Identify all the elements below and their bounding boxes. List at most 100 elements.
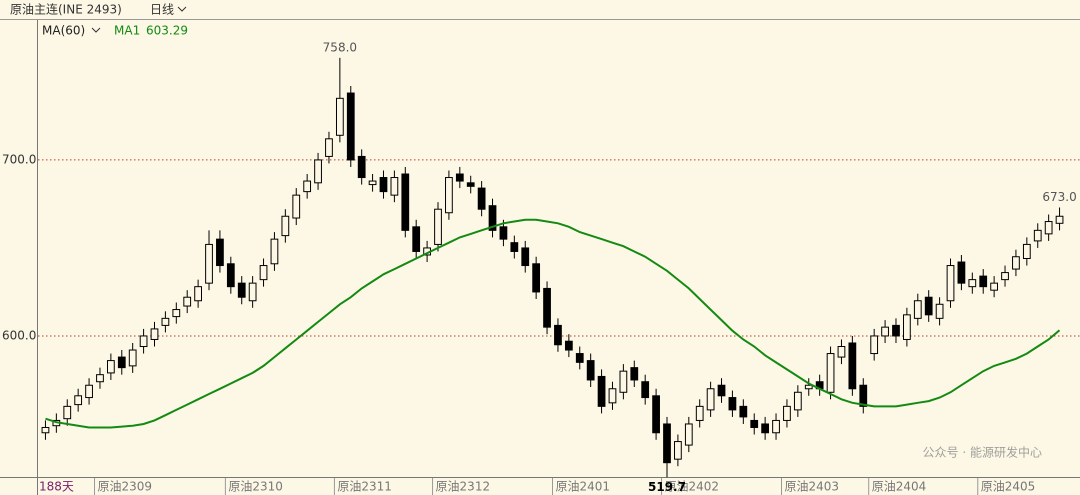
ma-value: 603.29 xyxy=(146,24,188,38)
candle-body xyxy=(695,405,704,421)
x-tick-label: 原油2311 xyxy=(337,480,392,494)
x-tick-label: 原油2401 xyxy=(556,480,611,494)
candle-body xyxy=(499,226,508,240)
candle-body xyxy=(303,180,312,193)
candle-body xyxy=(74,395,83,406)
candle-body xyxy=(510,242,519,252)
candle-body xyxy=(117,356,126,369)
x-tick-label: 原油2405 xyxy=(981,480,1036,494)
period[interactable]: 日线 xyxy=(150,3,174,17)
candle-body xyxy=(575,353,584,363)
candle-body xyxy=(455,173,464,182)
candle-body xyxy=(161,317,170,326)
candle-body xyxy=(717,384,726,397)
candle-body xyxy=(750,419,759,428)
watermark: 公众号 · 能源研发中心 xyxy=(923,445,1042,460)
x-tick-label: 原油2309 xyxy=(98,480,153,494)
title[interactable]: 原油主连(INE 2493) xyxy=(10,2,122,17)
candle-body xyxy=(259,265,268,281)
candle-body xyxy=(41,426,50,434)
candle-body xyxy=(543,287,551,328)
indicator-caret xyxy=(91,27,101,33)
candle-body xyxy=(804,384,813,390)
ma-name: MA1 xyxy=(114,24,140,38)
x-tick-label: 原油2403 xyxy=(784,480,839,494)
candle-body xyxy=(172,309,181,318)
candle-body xyxy=(1033,229,1042,242)
candle-body xyxy=(728,397,737,411)
extreme-label: 673.0 xyxy=(1042,190,1076,204)
candle-body xyxy=(706,388,715,411)
candle-body xyxy=(903,314,911,340)
candle-body xyxy=(968,279,977,288)
candle-body xyxy=(837,346,846,358)
candle-body xyxy=(946,265,955,302)
candle-body xyxy=(1055,215,1064,224)
ma-line xyxy=(45,218,1061,429)
candle-body xyxy=(1022,243,1031,260)
candle-body xyxy=(826,353,835,393)
candle-body xyxy=(990,282,999,291)
candle-body xyxy=(652,395,660,434)
candle-body xyxy=(608,388,617,404)
candle-body xyxy=(1012,256,1020,270)
candle-body xyxy=(848,342,857,390)
candle-body xyxy=(434,208,442,245)
candle-body xyxy=(412,226,421,252)
x-tick-label: 原油2310 xyxy=(228,480,283,494)
candle-body xyxy=(325,138,333,157)
candle-body xyxy=(641,381,650,399)
candle-body xyxy=(554,324,562,346)
candle-body xyxy=(532,263,541,293)
candle-body xyxy=(96,374,104,383)
candle-body xyxy=(564,340,573,351)
candle-body xyxy=(466,182,475,187)
y-tick-label: 700.0 xyxy=(2,152,36,166)
extreme-label: 519.7 xyxy=(648,480,686,494)
candle-body xyxy=(597,375,606,407)
candle-body xyxy=(346,92,355,161)
candle-body xyxy=(445,177,453,214)
candle-body xyxy=(892,324,900,337)
candle-body xyxy=(793,391,802,411)
candle-body xyxy=(183,296,192,307)
candle-body xyxy=(761,423,770,434)
y-tick-label: 600.0 xyxy=(2,328,36,342)
candle-body xyxy=(390,177,399,196)
candle-body xyxy=(194,286,202,302)
candle-body xyxy=(226,263,235,288)
candle-body xyxy=(586,360,595,381)
candle-body xyxy=(85,384,93,399)
candle-body xyxy=(150,328,159,340)
candle-body xyxy=(368,180,377,186)
candle-body xyxy=(1044,221,1053,235)
candle-body xyxy=(335,97,344,136)
candle-body xyxy=(237,282,246,298)
candle-body xyxy=(488,205,497,231)
candle-body xyxy=(881,326,889,337)
candle-body xyxy=(630,367,639,381)
candle-body xyxy=(663,423,671,464)
period-caret xyxy=(177,6,187,12)
candle-body xyxy=(128,349,137,367)
candle-body xyxy=(957,261,966,284)
candle-body xyxy=(357,155,366,179)
candle-body xyxy=(739,405,748,418)
extreme-label: 758.0 xyxy=(323,40,357,54)
candle-body xyxy=(106,360,115,374)
candle-body xyxy=(979,275,988,288)
candle-body xyxy=(674,441,682,460)
x-tick-label: 原油2402 xyxy=(665,480,720,494)
candle-body xyxy=(379,177,388,193)
candle-body xyxy=(521,247,530,267)
candle-body xyxy=(292,194,301,219)
candle-body xyxy=(772,419,780,434)
indicator[interactable]: MA(60) xyxy=(42,24,85,38)
candle-body xyxy=(139,335,148,348)
candle-body xyxy=(248,282,257,302)
candle-body xyxy=(783,405,791,421)
candle-body xyxy=(870,335,879,355)
